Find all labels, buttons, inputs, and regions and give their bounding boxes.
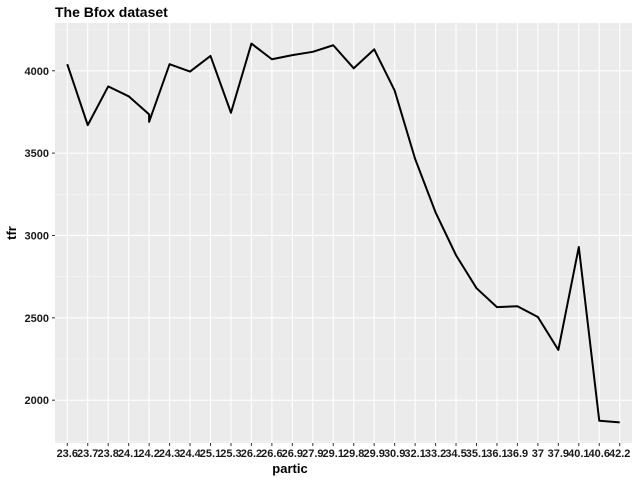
x-tick-label: 23.6: [57, 448, 78, 460]
y-tick-label: 2000: [25, 395, 49, 407]
x-tick-label: 24.2: [138, 448, 159, 460]
x-axis: 23.6 23.7 23.8 24.1 24.2 24.3 24.4 25.1 25.3 26.2…: [57, 443, 630, 460]
x-tick-label: 33.2: [425, 448, 446, 460]
chart-title: The Bfox dataset: [55, 4, 168, 20]
x-tick-label: 37: [532, 448, 544, 460]
y-tick-label: 3000: [25, 230, 49, 242]
x-tick-label: 23.7: [77, 448, 98, 460]
x-tick-label: 32.1: [404, 448, 425, 460]
x-tick-label: 24.1: [118, 448, 139, 460]
x-tick-label: 42.2: [609, 448, 630, 460]
x-tick-label: 36.1: [486, 448, 507, 460]
x-tick-label: 29.1: [323, 448, 344, 460]
x-tick-label: 40.1: [568, 448, 589, 460]
x-tick-label: 26.6: [261, 448, 282, 460]
series-line-group: [66, 42, 620, 424]
y-tick-label: 4000: [25, 66, 49, 78]
x-tick-label: 25.3: [220, 448, 241, 460]
x-tick-label: 27.9: [302, 448, 323, 460]
y-axis-title: tfr: [4, 226, 19, 240]
y-tick-label: 3500: [25, 148, 49, 160]
x-tick-label: 25.1: [200, 448, 221, 460]
x-tick-label: 36.9: [507, 448, 528, 460]
x-axis-title: partic: [272, 461, 307, 476]
x-tick-label: 24.3: [159, 448, 180, 460]
x-tick-label: 35.1: [466, 448, 487, 460]
x-tick-label: 34.5: [445, 448, 466, 460]
y-tick-label: 2500: [25, 313, 49, 325]
x-tick-label: 24.4: [179, 448, 201, 460]
grid-lines: [55, 23, 632, 443]
x-tick-label: 29.9: [363, 448, 384, 460]
x-tick-label: 26.9: [282, 448, 303, 460]
series-line-tfr: [66, 42, 620, 424]
x-tick-label: 29.8: [343, 448, 364, 460]
x-tick-label: 23.8: [97, 448, 118, 460]
x-tick-label: 40.6: [589, 448, 610, 460]
x-tick-label: 30.9: [384, 448, 405, 460]
plot-panel: [55, 23, 632, 443]
y-axis: 2000 2500 3000 3500 4000: [25, 66, 55, 407]
x-tick-label: 37.9: [548, 448, 569, 460]
x-tick-label: 26.2: [241, 448, 262, 460]
